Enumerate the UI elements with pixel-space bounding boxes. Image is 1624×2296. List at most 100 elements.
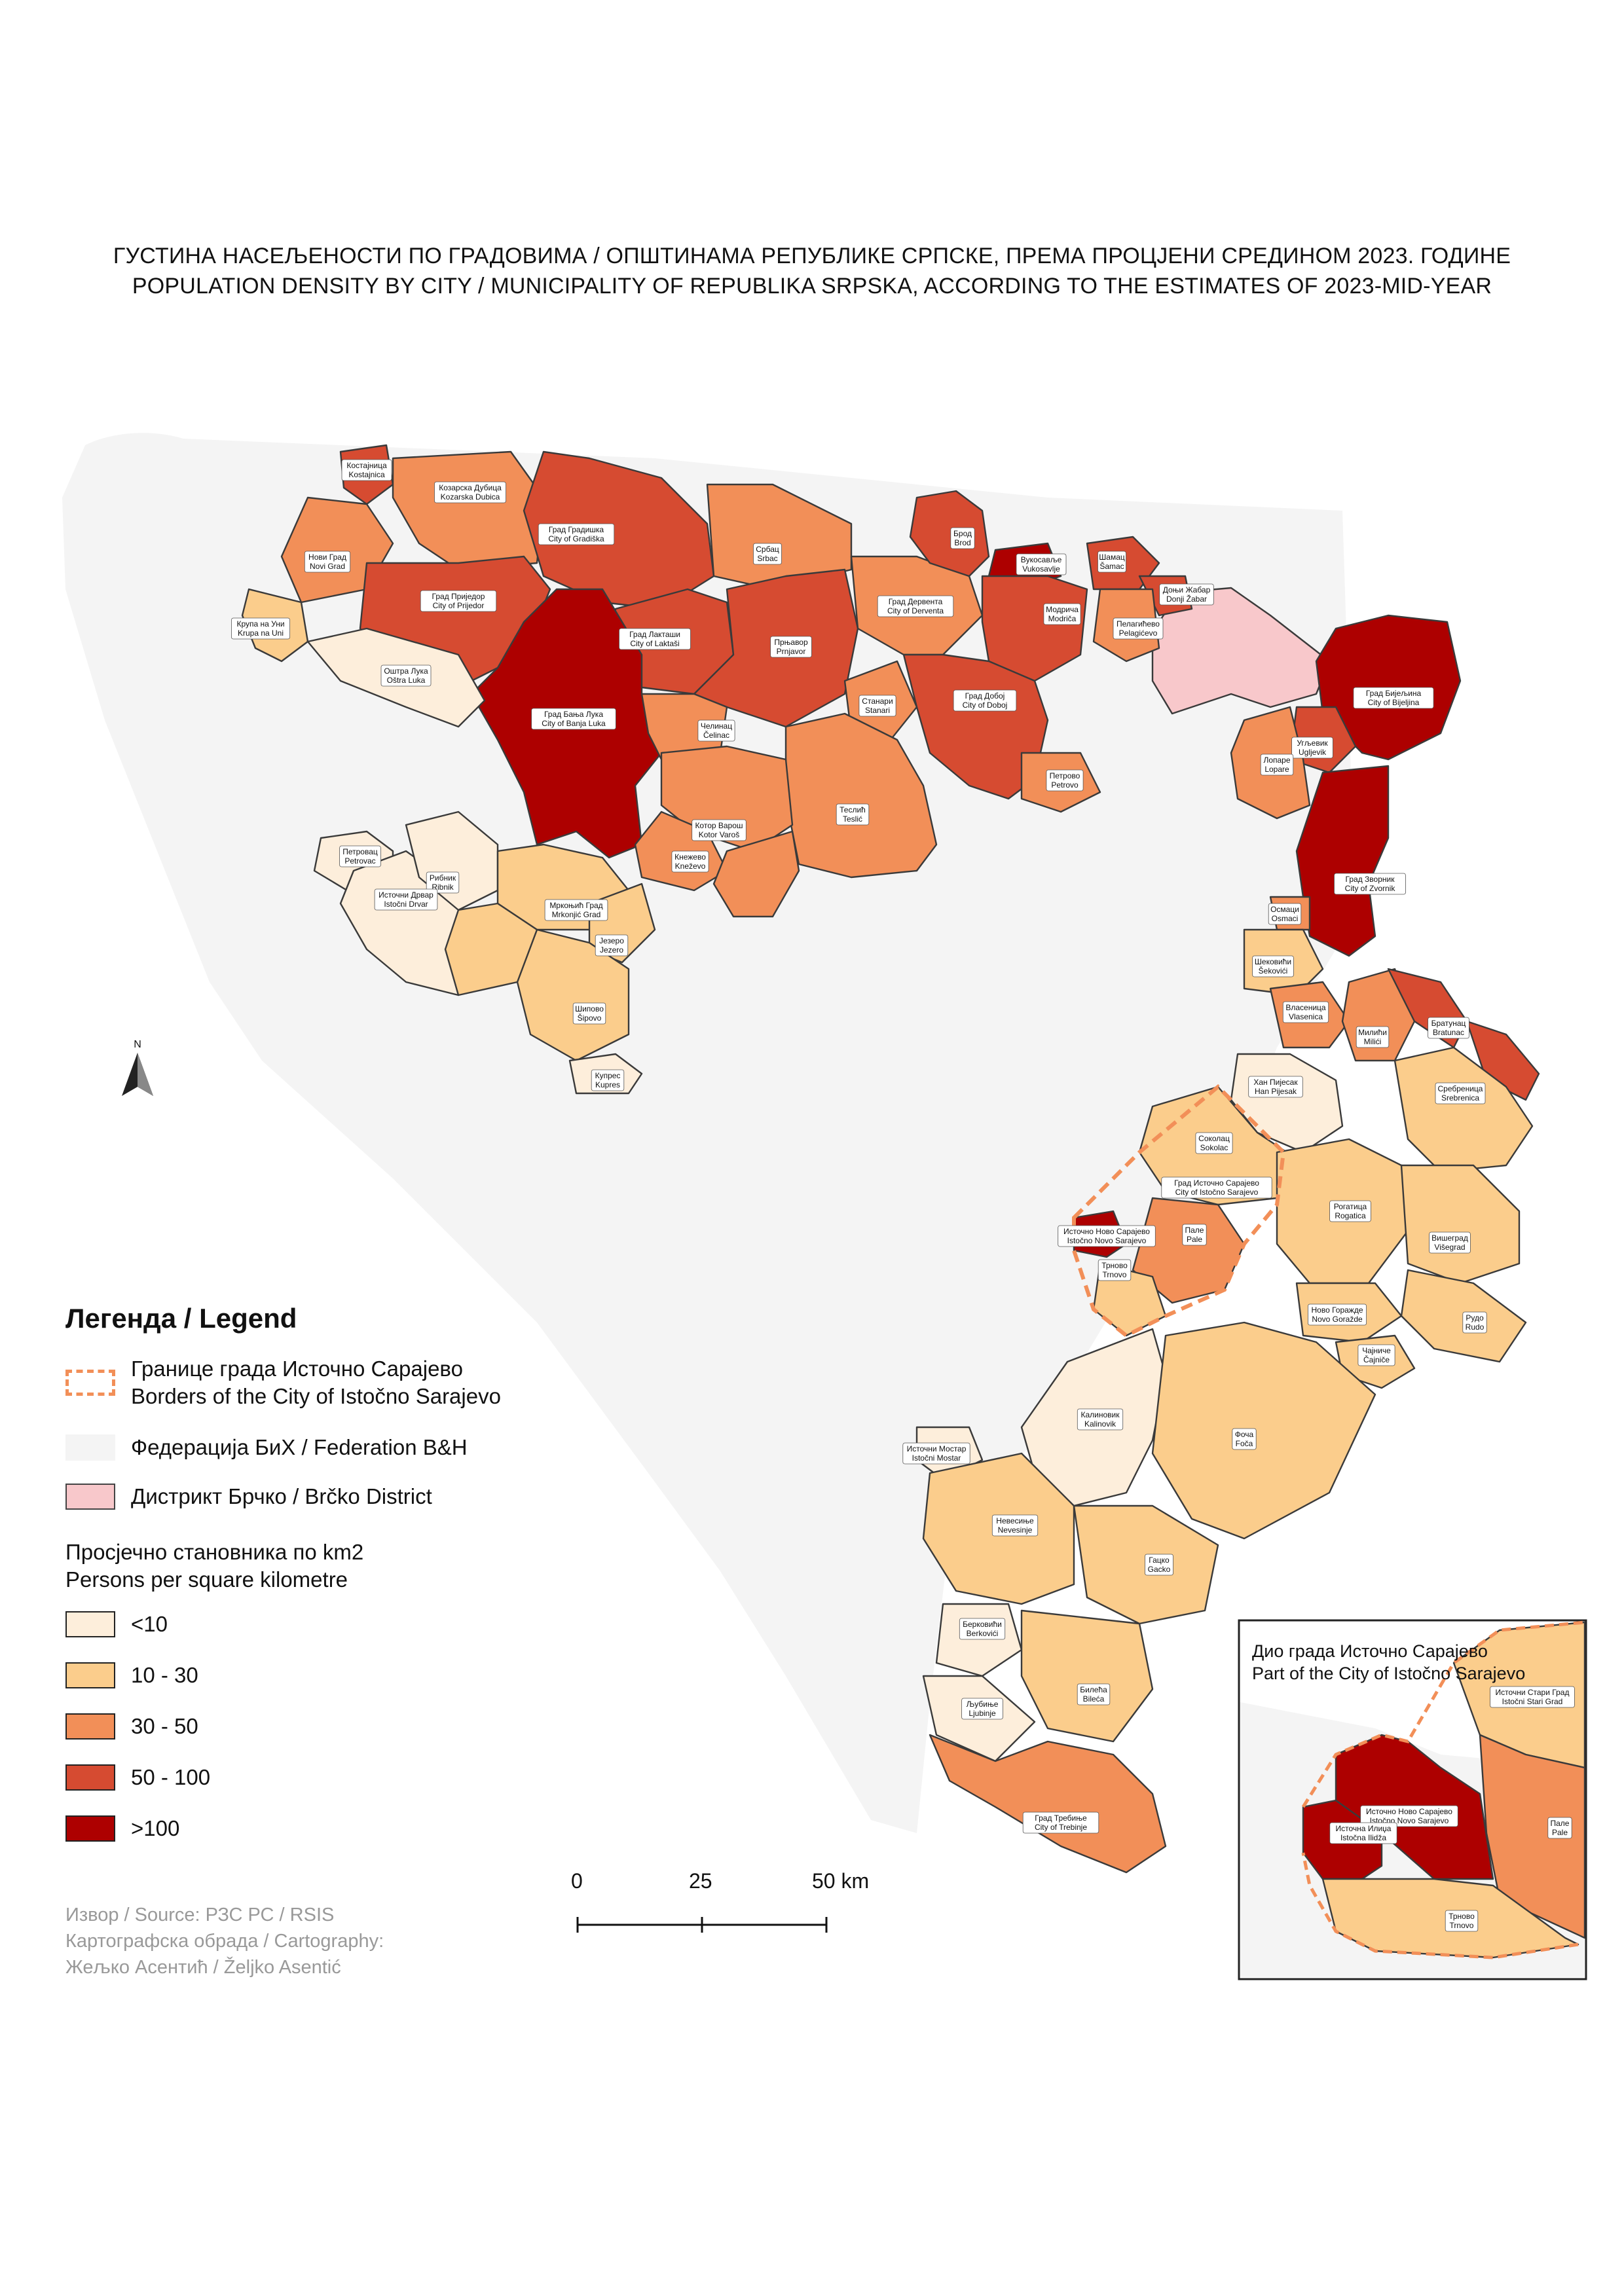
label-latin: Berkovići: [967, 1629, 999, 1638]
label-latin: Ljubinje: [969, 1709, 996, 1718]
scale-bar: [576, 1917, 828, 1933]
label-cyrillic: Рудо: [1466, 1313, 1484, 1322]
label-cyrillic: Берковићи: [963, 1620, 1002, 1629]
legend-brcko-swatch: [65, 1484, 115, 1510]
legend-class-label: <10: [131, 1612, 168, 1636]
label-latin: Kalinovik: [1084, 1419, 1116, 1429]
label-latin: Pale: [1187, 1235, 1202, 1244]
legend-density-title-1: Просјечно становника по km2: [65, 1540, 364, 1564]
label-latin: Donji Žabar: [1166, 594, 1207, 604]
label-latin: Kneževo: [675, 862, 706, 871]
label-cyrillic: Рогатица: [1334, 1202, 1367, 1211]
label-cyrillic: Мркоњић Град: [549, 901, 602, 910]
label-latin: Istočni Mostar: [912, 1453, 961, 1463]
label-cyrillic: Источни Стари Град: [1496, 1688, 1570, 1697]
label-latin: Istočni Stari Grad: [1502, 1697, 1563, 1706]
label-latin: Krupa na Uni: [238, 629, 284, 638]
label-cyrillic: Језеро: [599, 936, 624, 945]
label-cyrillic: Пале: [1551, 1819, 1570, 1828]
label-latin: Sokolac: [1200, 1143, 1228, 1152]
label-latin: Trnovo: [1450, 1921, 1474, 1930]
label-latin: Srbac: [757, 554, 777, 563]
legend-class-swatch: [65, 1713, 115, 1740]
label-cyrillic: Источни Дрвар: [378, 890, 434, 900]
label-latin: Šamac: [1099, 561, 1124, 571]
label-cyrillic: Гацко: [1149, 1556, 1170, 1565]
legend-class-row: >100: [65, 1815, 179, 1842]
label-cyrillic: Шековићи: [1255, 957, 1291, 966]
legend-class-row: 50 - 100: [65, 1764, 210, 1791]
legend-class-label: 10 - 30: [131, 1663, 198, 1687]
region-south-kv: [712, 830, 800, 918]
scale-label-25: 25: [689, 1869, 712, 1893]
label-latin: Novi Grad: [310, 562, 345, 571]
label-cyrillic: Град Требиње: [1035, 1813, 1087, 1823]
label-latin: Istočni Drvar: [384, 900, 428, 909]
region-berkovici: [935, 1603, 1023, 1677]
label-latin: Srebrenica: [1441, 1093, 1479, 1102]
label-cyrillic: Ново Горажде: [1311, 1305, 1363, 1315]
region-modrica: [981, 575, 1088, 682]
label-cyrillic: Котор Варош: [695, 821, 743, 830]
source-note: Извор / Source: РЗС РС / RSIS Картографс…: [65, 1902, 384, 1980]
region-west-lower: [444, 902, 538, 996]
region-trebinje: [929, 1734, 1167, 1874]
label-latin: Nevesinje: [998, 1525, 1033, 1535]
inset-border: [1301, 1620, 1585, 1959]
legend-class-swatch: [65, 1611, 115, 1637]
label-latin: Istočna Ilidža: [1340, 1833, 1386, 1842]
label-cyrillic: Прњавор: [774, 638, 808, 647]
label-latin: Kupres: [595, 1080, 620, 1089]
label-latin: Han Pijesak: [1255, 1087, 1297, 1096]
label-cyrillic: Козарска Дубица: [439, 483, 502, 492]
label-cyrillic: Источни Мостар: [907, 1444, 967, 1453]
label-cyrillic: Србац: [756, 545, 779, 554]
map-title-latin: POPULATION DENSITY BY CITY / MUNICIPALIT…: [132, 274, 1492, 299]
label-latin: Brod: [954, 538, 970, 547]
label-cyrillic: Трново: [1449, 1912, 1475, 1921]
legend-title: Легенда / Legend: [65, 1303, 297, 1334]
region-brod: [909, 490, 990, 577]
legend-brcko-label: Дистрикт Брчко / Brčko District: [131, 1484, 432, 1508]
scale-label-0: 0: [571, 1869, 583, 1893]
label-latin: Mrkonjić Grad: [552, 910, 601, 919]
legend-border-label-1: Границе града Источно Сарајево: [131, 1357, 463, 1381]
legend-class-swatch: [65, 1764, 115, 1791]
legend-class-label: 30 - 50: [131, 1714, 198, 1738]
label-cyrillic: Трново: [1101, 1261, 1128, 1270]
label-cyrillic: Невесиње: [996, 1516, 1034, 1525]
label-latin: Rudo: [1466, 1322, 1485, 1332]
legend-class-row: 10 - 30: [65, 1662, 198, 1689]
label-cyrillic: Вишеград: [1431, 1233, 1468, 1243]
label-latin: Rogatica: [1335, 1211, 1366, 1220]
